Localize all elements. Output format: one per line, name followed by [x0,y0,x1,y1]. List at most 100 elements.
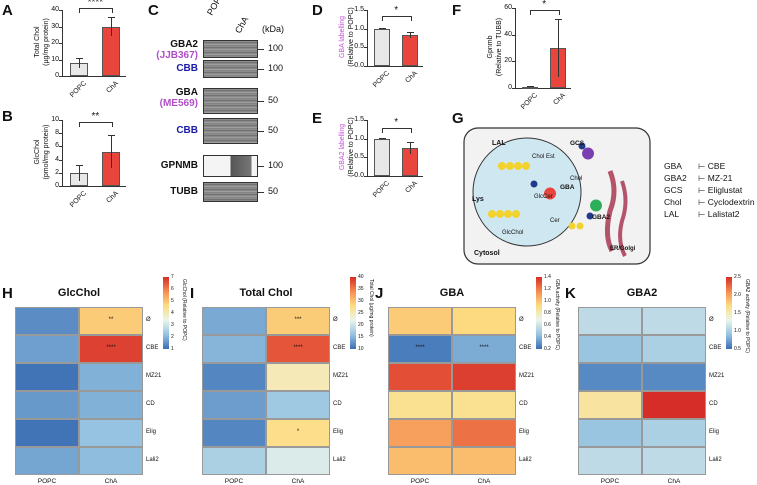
significance-stars: * [394,117,399,128]
y-tick-label: 10 [51,55,59,63]
chol-dot-1 [488,210,496,218]
heatmap-cell [452,363,516,391]
label-lys: Lys [472,196,484,203]
legend-inhibitor: Cyclodextrin [707,197,755,207]
y-axis-title-line1: Total Chol [34,26,41,58]
legend-enzyme: GBA2 [664,173,687,183]
colorbar-tick: 2 [171,334,174,340]
heatmap-col-label: ChA [104,478,118,485]
colorbar-0 [163,277,169,349]
heatmap-cell: ** [79,307,143,335]
heatmap-cell [388,419,452,447]
heatmap-cell [578,335,642,363]
x-axis-line [515,88,571,89]
error-cap [108,135,116,137]
sig-bracket [79,122,114,127]
heatmap-cell [578,419,642,447]
heatmap-cell [79,363,143,391]
colorbar-tick: 20 [358,322,364,328]
y-tick-label: 0 [55,72,59,79]
colorbar-tick: 1 [171,346,174,352]
y-axis-title-line2: (Relative to TUBB) [496,17,503,77]
heatmap-cell [202,419,266,447]
heatmap-cell [578,363,642,391]
y-tick-mark [512,34,515,36]
error-cap [555,18,563,20]
heatmap-row-label: MZ21 [709,373,725,379]
legend-enzyme: GBA [664,161,682,171]
y-axis-title-line1: GBA labelling [339,15,346,59]
colorbar-title: Total Chol (µg/mg protein) [368,279,374,337]
label-lal: LAL [492,140,506,147]
colorbar-tick: 1.2 [544,286,551,292]
blot-name: GBA [175,87,198,98]
heatmap-row-label: CD [146,401,155,407]
y-axis-line [367,10,368,66]
y-tick-mark [512,61,515,63]
heatmap-cell [642,363,706,391]
panel-label-i: I [190,285,195,302]
y-tick-mark [59,133,62,135]
heatmap-col-label: POPC [600,478,620,485]
y-tick-label: 4 [55,155,59,163]
heatmap-cell [15,307,79,335]
panel-label-g: G [452,110,464,127]
er-golgi-shape-2 [618,180,628,257]
inhibit-symbol: ⊢ [698,173,708,183]
colorbar-title: GlcChol (Relative to POPC) [181,279,187,341]
colorbar-tick: 2.0 [734,292,741,298]
blot-label: TUBB [146,186,198,197]
blot-probe: (JJB367) [156,50,198,61]
label-cer: Cer [550,218,560,224]
blot-cbb-3 [203,118,258,144]
y-tick-mark [59,59,62,61]
x-axis-line [62,186,126,187]
colorbar-tick: 0.2 [544,346,551,352]
heatmap-col-label: POPC [224,478,244,485]
glc-dot-2 [506,162,514,170]
blot-gba-2 [203,88,258,114]
heatmap-cell [202,447,266,475]
error-bar [79,164,81,181]
panel-label-d: D [312,2,323,19]
heatmap-row-label: Ø [333,317,338,323]
heatmap-row-label: Ø [709,317,714,323]
y-tick-label: 0 [55,182,59,189]
y-axis-line [367,120,368,176]
colorbar-tick: 0.5 [734,346,741,352]
chol-dot-2 [496,210,504,218]
sig-bracket [382,128,413,133]
blot-probe: (ME569) [159,98,198,109]
blot-name: GPNMB [160,160,198,171]
heatmap-cell: **** [266,335,330,363]
heatmap-cell: *** [266,307,330,335]
error-bar [79,57,81,68]
x-axis-line [367,176,423,177]
cer-dot [530,180,538,188]
x-tick-label: POPC [520,92,540,111]
mw-label: 50 [268,125,279,135]
heatmap-cell [578,447,642,475]
colorbar-tick: 0.4 [544,334,551,340]
error-cap [76,164,84,166]
y-tick-mark [59,26,62,28]
label-er-golgi: ER/Golgi [610,246,636,252]
mw-label: 50 [268,186,279,196]
x-axis-line [367,66,423,67]
error-cap [108,16,116,18]
y-axis-title-line2: (Relative to POPC) [348,117,355,177]
heatmap-row-label: CBE [709,345,722,351]
y-tick-mark [364,138,367,140]
error-cap [379,27,387,29]
heatmap-col-label: ChA [477,478,491,485]
mw-tick [258,192,264,193]
colorbar-tick: 1.0 [544,298,551,304]
colorbar-tick: 25 [358,310,364,316]
heatmap-cell [452,419,516,447]
heatmap-cell [266,447,330,475]
heatmap-cell [202,307,266,335]
heatmap-cell [642,419,706,447]
heatmap-cell [388,447,452,475]
y-tick-label: 0.0 [354,172,364,179]
y-tick-label: 40 [504,30,512,38]
